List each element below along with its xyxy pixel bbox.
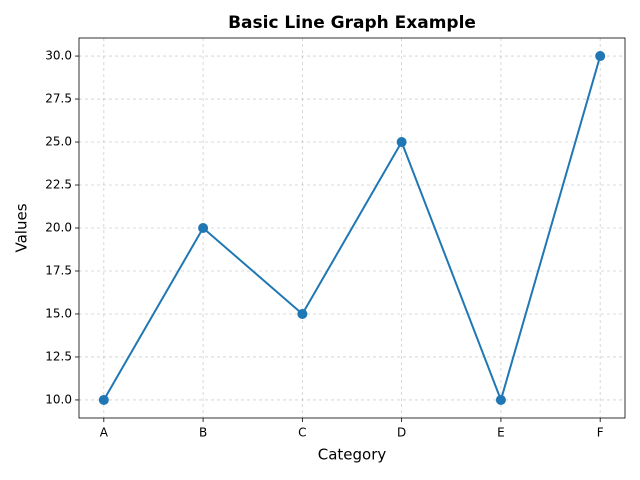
chart-title: Basic Line Graph Example [228,13,476,33]
marker [495,394,506,405]
y-tick-label: 25.0 [45,135,72,149]
y-tick-label: 22.5 [45,178,72,192]
y-tick-label: 27.5 [45,92,72,106]
x-tick-label: B [199,426,207,440]
marker [297,308,308,319]
y-tick-label: 15.0 [45,306,72,320]
y-tick-label: 30.0 [45,49,72,63]
y-tick-label: 10.0 [45,392,72,406]
marker [396,137,407,148]
y-tick-label: 20.0 [45,221,72,235]
x-tick-label: A [100,426,109,440]
x-tick-label: E [497,426,505,440]
plot-frame [78,37,626,419]
y-axis-label: Values [13,203,31,252]
marker [198,223,209,233]
marker [98,394,109,405]
marker [595,51,606,62]
x-tick-label: D [397,426,406,440]
y-tick-label: 17.5 [45,263,72,277]
x-tick-label: F [597,426,604,440]
x-axis-label: Category [318,446,387,464]
y-tick-label: 12.5 [45,349,72,363]
line [102,55,602,404]
x-tick-label: C [298,426,306,440]
